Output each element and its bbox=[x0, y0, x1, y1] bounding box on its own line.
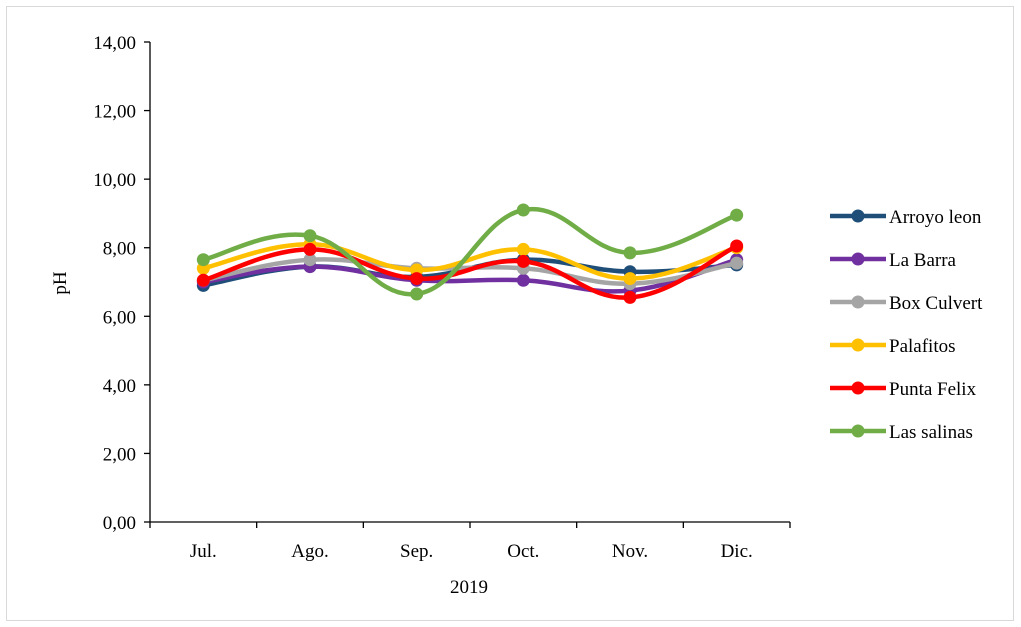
legend-label: Punta Felix bbox=[889, 379, 977, 400]
data-point bbox=[516, 273, 530, 287]
x-tick-label: Sep. bbox=[400, 541, 433, 562]
x-tick-label: Dic. bbox=[721, 541, 753, 562]
y-axis-title: pH bbox=[50, 271, 71, 295]
x-axis-title: 2019 bbox=[450, 577, 488, 598]
legend: Arroyo leon La Barra Box Culvert Palafitos P… bbox=[830, 207, 983, 443]
x-axis: Jul. Ago. Sep. Oct. Nov. Dic. bbox=[149, 521, 791, 562]
legend-item: La Barra bbox=[830, 250, 957, 271]
data-point bbox=[303, 242, 317, 256]
data-point bbox=[516, 242, 530, 256]
data-point bbox=[303, 229, 317, 243]
legend-label: Las salinas bbox=[889, 422, 973, 443]
legend-swatch-marker bbox=[851, 209, 865, 223]
legend-label: Box Culvert bbox=[889, 293, 983, 314]
data-point bbox=[623, 272, 637, 286]
legend-label: La Barra bbox=[889, 250, 957, 271]
y-tick-label: 2,00 bbox=[103, 444, 136, 465]
data-point bbox=[730, 208, 744, 222]
data-point bbox=[730, 256, 744, 270]
y-tick-label: 8,00 bbox=[103, 239, 136, 260]
series-lines bbox=[196, 203, 744, 304]
data-point bbox=[516, 254, 530, 268]
series-line bbox=[201, 257, 739, 294]
data-point bbox=[410, 287, 424, 301]
x-tick-label: Ago. bbox=[291, 541, 328, 562]
data-point bbox=[516, 203, 530, 217]
y-tick-label: 4,00 bbox=[103, 376, 136, 397]
series-las-salinas bbox=[196, 203, 744, 301]
legend-item: Las salinas bbox=[830, 422, 973, 443]
data-point bbox=[196, 253, 210, 267]
legend-label: Palafitos bbox=[889, 336, 956, 357]
y-tick-label: 0,00 bbox=[103, 513, 136, 534]
y-axis: 0,00 2,00 4,00 6,00 8,00 10,00 12,00 14,00 bbox=[93, 33, 151, 534]
data-point bbox=[410, 272, 424, 286]
y-tick-label: 12,00 bbox=[93, 102, 136, 123]
data-point bbox=[303, 253, 317, 267]
legend-item: Arroyo leon bbox=[830, 207, 982, 228]
data-point bbox=[623, 290, 637, 304]
y-tick-label: 14,00 bbox=[93, 33, 136, 54]
legend-swatch-marker bbox=[851, 424, 865, 438]
legend-swatch-marker bbox=[851, 381, 865, 395]
x-tick-label: Jul. bbox=[190, 541, 217, 562]
legend-item: Punta Felix bbox=[830, 379, 977, 400]
x-tick-label: Oct. bbox=[507, 541, 539, 562]
series-punta-felix bbox=[196, 239, 744, 304]
legend-swatch-marker bbox=[851, 252, 865, 266]
y-tick-label: 6,00 bbox=[103, 307, 136, 328]
legend-label: Arroyo leon bbox=[889, 207, 982, 228]
x-tick-label: Nov. bbox=[612, 541, 648, 562]
data-point bbox=[623, 246, 637, 260]
series-line bbox=[201, 243, 739, 300]
data-point bbox=[730, 239, 744, 253]
legend-item: Box Culvert bbox=[830, 293, 983, 314]
legend-swatch-marker bbox=[851, 295, 865, 309]
legend-swatch-marker bbox=[851, 338, 865, 352]
series-line bbox=[201, 242, 739, 281]
legend-item: Palafitos bbox=[830, 336, 956, 357]
chart-frame bbox=[6, 6, 1014, 621]
data-point bbox=[196, 273, 210, 287]
y-tick-label: 10,00 bbox=[93, 170, 136, 191]
